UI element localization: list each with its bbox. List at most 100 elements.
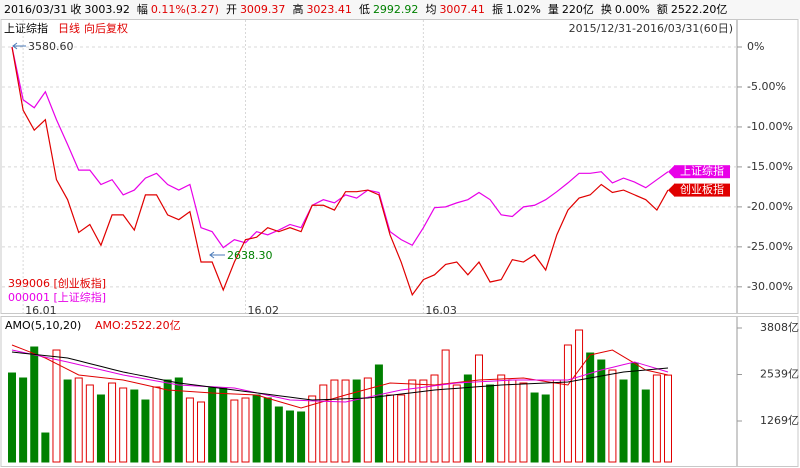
- series-line: [11, 46, 669, 297]
- y-tick-label: 3808亿: [760, 321, 799, 334]
- quote-label: 额: [656, 3, 668, 16]
- volume-bar: [363, 377, 372, 463]
- volume-bar: [230, 399, 239, 463]
- volume-bar: [330, 379, 339, 463]
- volume-bar: [285, 410, 294, 463]
- volume-bar: [130, 389, 139, 463]
- volume-bar: [74, 377, 83, 463]
- moving-average: [11, 351, 669, 401]
- volume-bar: [497, 374, 506, 463]
- series-tag-arrow: [668, 184, 674, 197]
- volume-bar: [41, 432, 50, 463]
- y-tick-label: -10.00%: [747, 120, 793, 133]
- y-tick-label: -25.00%: [747, 240, 793, 253]
- volume-bar: [408, 379, 417, 463]
- volume-bar: [174, 377, 183, 463]
- annotation: 3580.60: [28, 40, 74, 53]
- quote-value: 3009.37: [239, 3, 286, 16]
- volume-bar: [108, 382, 117, 463]
- volume-bar: [430, 374, 439, 463]
- y-tick-label: -30.00%: [747, 280, 793, 293]
- series-tag-label: 创业板指: [680, 182, 724, 196]
- volume-bar: [297, 411, 306, 463]
- volume-bar: [141, 399, 150, 463]
- quote-label: 换: [600, 3, 612, 16]
- volume-bar: [319, 384, 328, 463]
- volume-bar: [274, 406, 283, 463]
- quote-value: 3023.41: [306, 3, 352, 16]
- volume-bar: [519, 382, 528, 463]
- volume-bar: [341, 379, 350, 463]
- quote-label: 开: [225, 3, 237, 16]
- series-tag: [674, 183, 730, 197]
- volume-bar: [652, 374, 661, 463]
- volume-bar: [619, 379, 628, 463]
- volume-bar: [530, 392, 539, 463]
- volume-bar: [586, 352, 595, 463]
- volume-bar: [486, 384, 495, 463]
- volume-bar: [208, 387, 217, 463]
- volume-bar: [252, 394, 261, 463]
- volume-bar: [30, 346, 39, 463]
- period: 日线: [58, 21, 80, 35]
- quote-date: 2016/03/31: [4, 3, 68, 16]
- series-tag-label: 上证综指: [680, 164, 724, 178]
- volume-bar: [541, 394, 550, 463]
- volume-bar: [508, 379, 517, 463]
- volume-bar: [419, 379, 428, 463]
- annotation-arrowhead: [209, 251, 215, 259]
- quote-label: 低: [358, 3, 370, 16]
- date-range: 2015/12/31-2016/03/31(60日): [569, 22, 733, 35]
- x-tick-label: 16.01: [25, 304, 57, 317]
- quote-value: 1.02%: [505, 3, 541, 16]
- quote-label: 幅: [136, 3, 148, 16]
- quote-value: 2992.92: [372, 3, 419, 16]
- quote-value: 3007.41: [439, 3, 485, 16]
- index-name: 上证综指: [4, 21, 48, 35]
- legend-label: 000001 [上证综指]: [8, 290, 106, 304]
- volume-bar: [352, 379, 361, 463]
- quote-label: 均: [425, 3, 437, 16]
- volume-bar: [152, 386, 161, 463]
- y-tick-label: 1269亿: [760, 414, 799, 427]
- volume-bar: [664, 374, 672, 463]
- volume-bar: [185, 397, 194, 463]
- volume-bar: [197, 401, 206, 463]
- quote-value: 2522.20亿: [670, 3, 728, 16]
- annotation: 2638.30: [227, 249, 273, 262]
- legend-label: 399006 [创业板指]: [8, 276, 106, 290]
- quote-label: 收: [70, 3, 82, 16]
- volume-frame: [0, 316, 799, 467]
- volume-bar: [219, 387, 228, 463]
- volume-bar: [96, 394, 105, 463]
- volume-bar: [397, 394, 406, 463]
- volume-bar: [452, 384, 461, 463]
- volume-bar: [641, 389, 650, 463]
- main-frame: [0, 19, 799, 314]
- volume-title: AMO(5,10,20): [5, 319, 81, 332]
- y-tick-label: -20.00%: [747, 200, 793, 213]
- volume-bar: [386, 394, 395, 463]
- volume-bar: [119, 387, 128, 463]
- quote-header: 2016/03/31 收 3003.92 幅 0.11%(3.27) 开 3009.37 高 3…: [0, 0, 800, 19]
- volume-bar: [85, 384, 94, 463]
- quote-value: 0.11%(3.27): [150, 3, 219, 16]
- quote-value: 3003.92: [84, 3, 130, 16]
- volume-bar: [630, 362, 639, 463]
- volume-bar: [563, 344, 572, 463]
- volume-bar: [374, 364, 383, 463]
- y-tick-label: 0%: [747, 40, 764, 53]
- quote-value: 0.00%: [614, 3, 650, 16]
- volume-bar: [19, 377, 28, 463]
- volume-bar: [474, 354, 483, 463]
- x-tick-label: 16.02: [247, 304, 278, 317]
- volume-bar: [263, 397, 272, 463]
- moving-average: [11, 344, 669, 409]
- quote-label: 高: [292, 3, 304, 16]
- y-tick-label: -15.00%: [747, 160, 793, 173]
- volume-bar: [441, 349, 450, 463]
- series-tag: [674, 165, 730, 179]
- volume-bar: [63, 379, 72, 463]
